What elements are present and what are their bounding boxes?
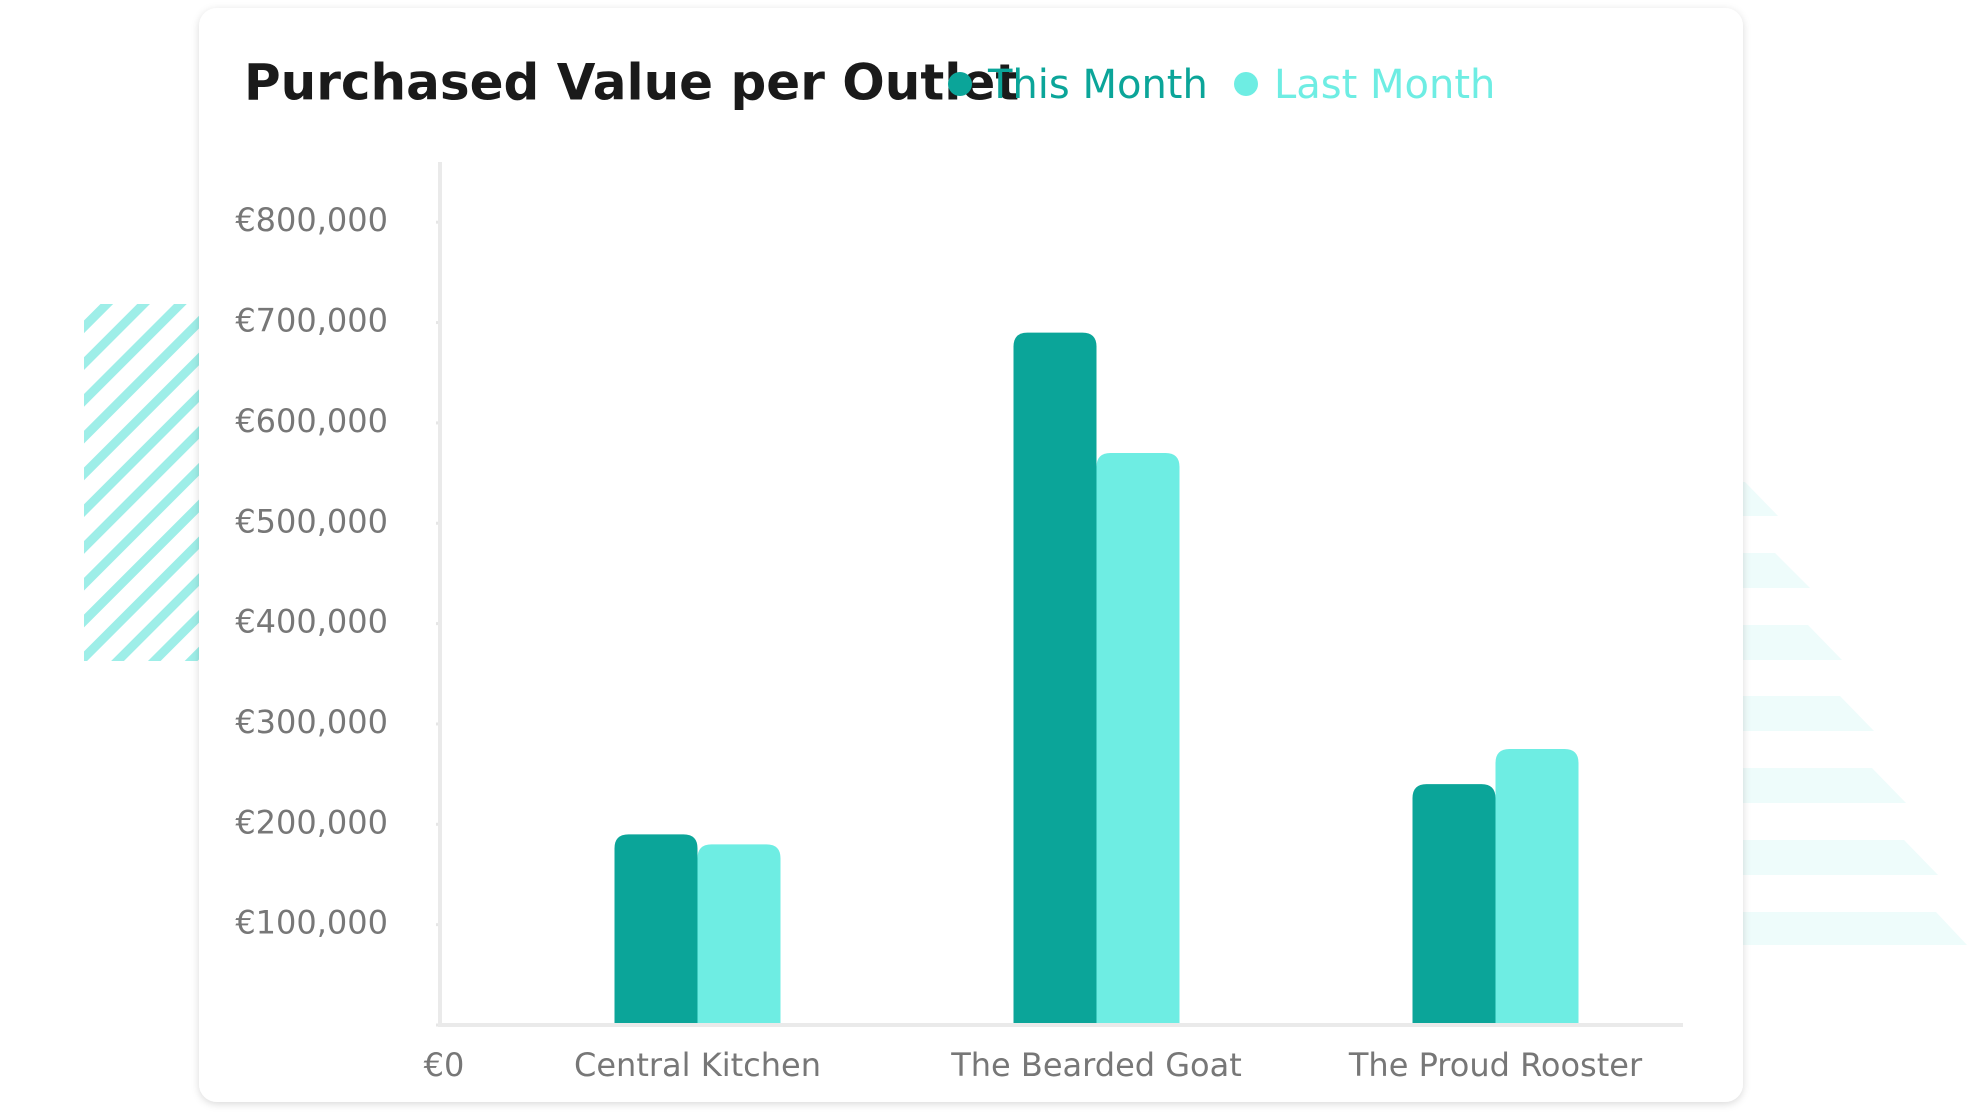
bar bbox=[614, 834, 698, 1025]
bar bbox=[1412, 784, 1496, 1025]
x-tick-label: The Proud Rooster bbox=[1348, 1046, 1643, 1084]
legend-label: This Month bbox=[987, 62, 1208, 108]
y-tick-label: €100,000 bbox=[235, 904, 388, 942]
y-tick-label: €200,000 bbox=[235, 803, 388, 841]
bar bbox=[697, 844, 781, 1025]
x-tick-label: Central Kitchen bbox=[574, 1046, 821, 1084]
y-tick-label: €800,000 bbox=[235, 201, 388, 239]
y-tick-label: €400,000 bbox=[235, 603, 388, 641]
y-tick-label: €300,000 bbox=[235, 703, 388, 741]
y-tick-label: €700,000 bbox=[235, 302, 388, 340]
legend-label: Last Month bbox=[1274, 62, 1495, 108]
legend-swatch bbox=[1234, 72, 1258, 96]
bar bbox=[1495, 749, 1579, 1025]
y-tick-label: €500,000 bbox=[235, 502, 388, 540]
chart-title: Purchased Value per Outlet bbox=[244, 54, 1019, 112]
y-tick-label: €600,000 bbox=[235, 402, 388, 440]
card bbox=[199, 8, 1743, 1102]
legend-swatch bbox=[948, 72, 972, 96]
decoration-stripes bbox=[1740, 482, 1967, 945]
x-tick-label: The Bearded Goat bbox=[950, 1046, 1242, 1084]
y-tick-label: €0 bbox=[424, 1046, 465, 1084]
decoration-hatch bbox=[84, 304, 204, 661]
bar bbox=[1096, 453, 1180, 1026]
bar bbox=[1013, 332, 1097, 1025]
